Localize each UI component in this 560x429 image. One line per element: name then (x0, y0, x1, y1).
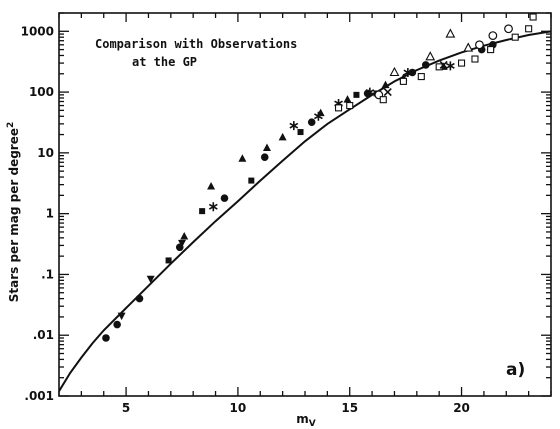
data-point-star (314, 111, 323, 121)
data-point-filled-square (297, 129, 304, 136)
model-curve (59, 30, 551, 392)
y-tick-label: 1 (46, 207, 54, 221)
data-point-filled-circle (408, 68, 417, 77)
data-point-open-square (457, 59, 466, 67)
data-point-filled-triangle (262, 143, 271, 152)
data-point-open-square (525, 25, 533, 33)
data-point-open-triangle (425, 51, 436, 61)
data-point-filled-circle (135, 294, 144, 303)
data-point-filled-circle (307, 118, 316, 126)
data-point-filled-square (165, 257, 172, 264)
x-tick-label: 20 (453, 401, 470, 415)
y-tick-label: .01 (33, 328, 54, 342)
data-point-open-square (529, 13, 537, 21)
data-point-open-triangle (389, 66, 400, 77)
y-tick-label: .001 (24, 389, 54, 403)
data-point-filled-triangle (381, 80, 390, 89)
x-tick-label: 5 (122, 401, 130, 415)
y-axis-label-main: Stars per mag per degree (7, 128, 21, 302)
data-point-star (208, 202, 218, 212)
data-point-open-square (487, 46, 495, 54)
data-point-open-circle (475, 40, 484, 50)
data-point-star (445, 61, 455, 71)
chart-title-line-2: at the GP (132, 55, 197, 69)
data-point-inverted-triangle (146, 275, 155, 284)
data-point-filled-triangle (207, 181, 216, 190)
data-point-filled-triangle (180, 232, 189, 240)
data-point-open-square (471, 55, 479, 63)
plot-frame (58, 12, 552, 397)
data-point-filled-circle (220, 194, 229, 202)
data-point-filled-square (248, 177, 255, 184)
y-tick-label: 10 (37, 146, 54, 160)
x-tick-label: 10 (230, 401, 247, 415)
data-point-filled-square (199, 208, 206, 215)
y-tick-label: 1000 (21, 24, 54, 38)
axis-ticks: 5 10 15 20 .001 .01 .1 1 10 100 1000 (21, 12, 552, 415)
data-point-open-square (511, 33, 519, 41)
data-point-inverted-triangle (117, 312, 126, 321)
data-point-open-square (334, 104, 343, 112)
x-axis-label-main: m (296, 412, 309, 426)
data-point-open-square (379, 96, 387, 104)
x-axis-label-sub: V (309, 419, 316, 429)
data-point-star (289, 121, 299, 131)
y-tick-label: .1 (41, 267, 54, 281)
chart-title-line-1: Comparison with Observations (95, 37, 297, 51)
data-point-filled-circle (260, 153, 269, 161)
data-point-open-triangle (463, 42, 474, 52)
data-point-open-square (346, 102, 354, 110)
data-point-open-square (399, 77, 407, 85)
data-point-filled-triangle (278, 132, 287, 141)
data-point-filled-square (353, 91, 360, 98)
data-point-filled-triangle (343, 95, 352, 103)
x-axis-label: mV (296, 412, 316, 429)
data-point-inverted-triangle (178, 239, 186, 248)
panel-label: a) (506, 360, 525, 380)
y-tick-label: 100 (29, 85, 54, 99)
data-point-star (365, 87, 375, 97)
y-axis-label-sup: 2 (6, 122, 16, 128)
data-point-filled-circle (113, 320, 121, 329)
data-point-cross (439, 60, 448, 69)
model-curve-layer (59, 30, 551, 392)
data-point-filled-circle (102, 334, 110, 342)
data-point-open-triangle (445, 28, 456, 38)
data-point-open-circle (504, 24, 513, 34)
data-point-filled-circle (421, 61, 430, 69)
data-point-cross (383, 88, 392, 97)
x-tick-label: 15 (341, 401, 358, 415)
data-point-filled-triangle (238, 154, 247, 162)
data-points (102, 13, 537, 342)
data-point-open-square (417, 73, 425, 81)
y-axis-label: Stars per mag per degree2 (6, 122, 21, 303)
data-point-open-circle (488, 31, 498, 40)
data-point-star (403, 67, 413, 77)
